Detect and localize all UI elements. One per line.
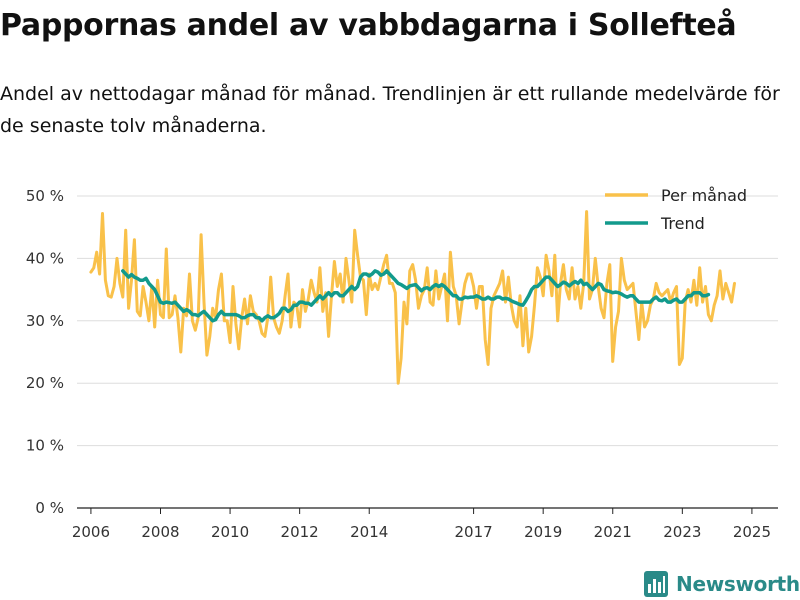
y-tick-label: 50 % — [26, 187, 64, 205]
y-axis-tick-labels: 0 % 10 % 20 % 30 % 40 % 50 % — [26, 187, 64, 517]
x-tick-label: 2006 — [72, 523, 110, 541]
brand-name: Newsworthy — [676, 572, 800, 596]
x-tick-label: 2010 — [211, 523, 249, 541]
x-tick-label: 2012 — [281, 523, 319, 541]
x-axis: 2006 2008 2010 2012 2014 2017 2019 2021 2023 2025 — [72, 507, 778, 541]
x-tick-label: 2025 — [733, 523, 771, 541]
y-tick-label: 40 % — [26, 249, 64, 267]
y-tick-label: 30 % — [26, 312, 64, 330]
x-tick-label: 2014 — [350, 523, 388, 541]
x-tick-label: 2023 — [663, 523, 701, 541]
x-tick-label: 2019 — [524, 523, 562, 541]
series-line-trend — [121, 269, 711, 323]
series-lines — [89, 210, 736, 385]
bar-chart-logo-icon — [644, 571, 668, 597]
x-tick-label: 2017 — [455, 523, 493, 541]
legend[interactable]: Per månad Trend — [605, 186, 747, 233]
chart-subtitle: Andel av nettodagar månad för månad. Tre… — [0, 83, 780, 137]
newsworthy-logo[interactable]: Newsworthy — [644, 569, 800, 599]
x-tick-label: 2021 — [594, 523, 632, 541]
x-tick-label: 2008 — [141, 523, 179, 541]
y-tick-label: 0 % — [35, 499, 64, 517]
legend-label-trend: Trend — [660, 214, 705, 233]
y-tick-label: 10 % — [26, 437, 64, 455]
legend-label-per-manad: Per månad — [661, 186, 747, 205]
series-line-per-manad — [89, 210, 736, 385]
y-tick-label: 20 % — [26, 374, 64, 392]
chart-title: Pappornas andel av vabbdagarna i Solleft… — [0, 8, 737, 43]
